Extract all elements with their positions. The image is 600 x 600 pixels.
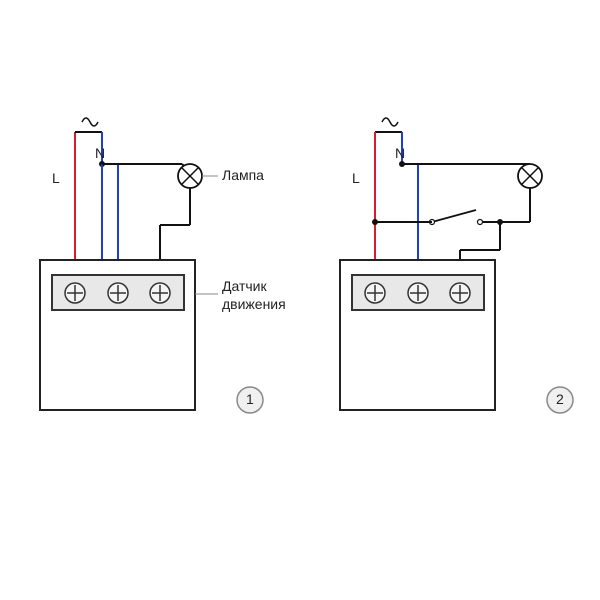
terminal-2-3 xyxy=(450,283,470,303)
switch-symbol xyxy=(432,210,476,222)
label-N-2: N xyxy=(395,145,405,161)
label-L-2: L xyxy=(352,170,360,186)
terminal-2-2 xyxy=(408,283,428,303)
terminal-2-1 xyxy=(365,283,385,303)
ac-symbol-2 xyxy=(382,118,398,126)
diagram-2-svg xyxy=(0,0,600,600)
wiring-diagram-canvas: L N Лампа Датчикдвижения 1 xyxy=(0,0,600,600)
badge-2-text: 2 xyxy=(556,391,564,407)
